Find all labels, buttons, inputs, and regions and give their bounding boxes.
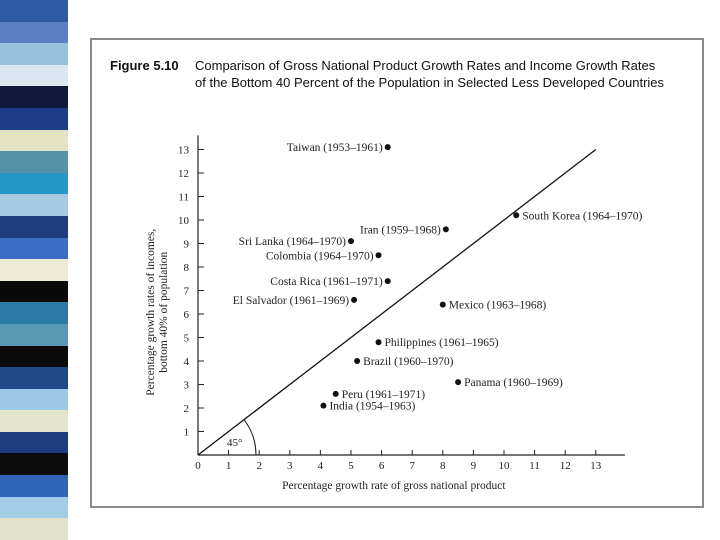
y-tick-label: 1 xyxy=(184,427,190,439)
stripe-19 xyxy=(0,410,68,432)
x-tick-label: 8 xyxy=(440,460,446,472)
y-tick-label: 13 xyxy=(178,145,190,157)
data-point xyxy=(354,358,361,364)
stripe-5 xyxy=(0,107,68,130)
y-tick-label: 9 xyxy=(184,239,190,251)
data-point-label: El Salvador (1961–1969) xyxy=(233,295,349,307)
x-tick-label: 6 xyxy=(379,460,385,472)
x-tick-label: 4 xyxy=(318,460,324,472)
decorative-stripe-bar xyxy=(0,0,68,540)
stripe-12 xyxy=(0,259,68,281)
data-point xyxy=(351,296,358,303)
angle-label: 45° xyxy=(227,437,242,449)
figure-title: Comparison of Gross National Product Gro… xyxy=(195,58,665,90)
data-point xyxy=(384,278,391,285)
y-tick-label: 5 xyxy=(184,333,190,345)
stripe-3 xyxy=(0,64,68,87)
data-points: Taiwan (1953–1961) South Korea (1964–1970… xyxy=(233,142,643,413)
x-axis-title: Percentage growth rate of gross national… xyxy=(282,480,506,492)
data-point xyxy=(375,252,382,259)
data-point xyxy=(320,402,327,409)
stripe-2 xyxy=(0,43,68,65)
x-tick-label: 13 xyxy=(590,460,602,472)
y-tick-label: 2 xyxy=(184,403,190,415)
data-point-label: South Korea (1964–1970) xyxy=(522,210,642,222)
x-tick-label: 10 xyxy=(499,460,511,472)
stripe-7 xyxy=(0,151,68,173)
x-tick-label: 3 xyxy=(287,460,293,472)
data-point-label: India (1954–1963) xyxy=(329,401,415,413)
x-tick-label: 1 xyxy=(226,460,232,472)
stripe-13 xyxy=(0,280,68,303)
stripe-24 xyxy=(0,518,68,540)
stripe-0 xyxy=(0,0,68,22)
data-point-label: Sri Lanka (1964–1970) xyxy=(239,236,346,248)
data-point-label: Mexico (1963–1968) xyxy=(449,300,547,312)
reference-line-45-degrees xyxy=(197,148,597,456)
data-point-label: Taiwan (1953–1961) xyxy=(287,142,383,154)
x-tick-label: 2 xyxy=(256,460,262,472)
data-point xyxy=(332,390,339,397)
data-point-label: Panama (1960–1969) xyxy=(464,377,563,389)
stripe-1 xyxy=(0,21,68,44)
stripe-15 xyxy=(0,323,68,346)
stripe-8 xyxy=(0,172,68,195)
data-point-label: Costa Rica (1961–1971) xyxy=(270,276,383,288)
stripe-17 xyxy=(0,367,68,389)
stripe-22 xyxy=(0,475,68,497)
data-point-label: Iran (1959–1968) xyxy=(360,224,441,236)
stripe-4 xyxy=(0,86,68,108)
y-axis-title-line-2: bottom 40% of population xyxy=(158,251,170,372)
data-point xyxy=(439,301,446,308)
data-point xyxy=(375,339,382,346)
data-point-label: Colombia (1964–1970) xyxy=(266,250,374,262)
stripe-9 xyxy=(0,194,68,216)
x-tick-label: 11 xyxy=(529,460,540,472)
stripe-6 xyxy=(0,129,68,152)
data-point xyxy=(513,212,520,219)
x-axis-ticks: 0 1 2 3 4 5 6 7 8 9 10 11 12 13 xyxy=(195,450,602,472)
data-point-label: Peru (1961–1971) xyxy=(342,389,426,401)
stripe-14 xyxy=(0,302,68,324)
y-tick-label: 4 xyxy=(184,356,190,368)
data-point-label: Brazil (1960–1970) xyxy=(363,356,454,368)
angle-arc xyxy=(243,419,257,456)
stripe-16 xyxy=(0,345,68,368)
y-tick-label: 8 xyxy=(184,262,190,274)
data-point xyxy=(348,238,354,245)
figure-label: Figure 5.10 xyxy=(110,58,179,73)
y-tick-label: 12 xyxy=(178,168,189,180)
data-point-label: Philippines (1961–1965) xyxy=(385,337,499,349)
y-tick-label: 11 xyxy=(178,192,189,204)
x-tick-label: 9 xyxy=(471,460,477,472)
data-point xyxy=(455,379,462,386)
x-tick-label: 0 xyxy=(195,460,201,472)
figure-frame: Figure 5.10 Comparison of Gross National… xyxy=(90,38,704,508)
data-point xyxy=(442,226,449,233)
stripe-11 xyxy=(0,237,68,260)
stripe-23 xyxy=(0,496,68,519)
stripe-18 xyxy=(0,388,68,411)
x-tick-label: 12 xyxy=(560,460,571,472)
stripe-10 xyxy=(0,215,68,238)
stripe-20 xyxy=(0,431,68,454)
y-tick-label: 6 xyxy=(184,309,190,321)
stripe-21 xyxy=(0,453,68,476)
y-tick-label: 3 xyxy=(184,380,190,392)
x-tick-label: 5 xyxy=(348,460,354,472)
y-axis-title-line-1: Percentage growth rates of incomes, xyxy=(145,229,157,396)
y-tick-label: 7 xyxy=(184,286,190,298)
data-point xyxy=(384,144,391,151)
x-tick-label: 7 xyxy=(409,460,415,472)
y-tick-label: 10 xyxy=(178,215,190,227)
